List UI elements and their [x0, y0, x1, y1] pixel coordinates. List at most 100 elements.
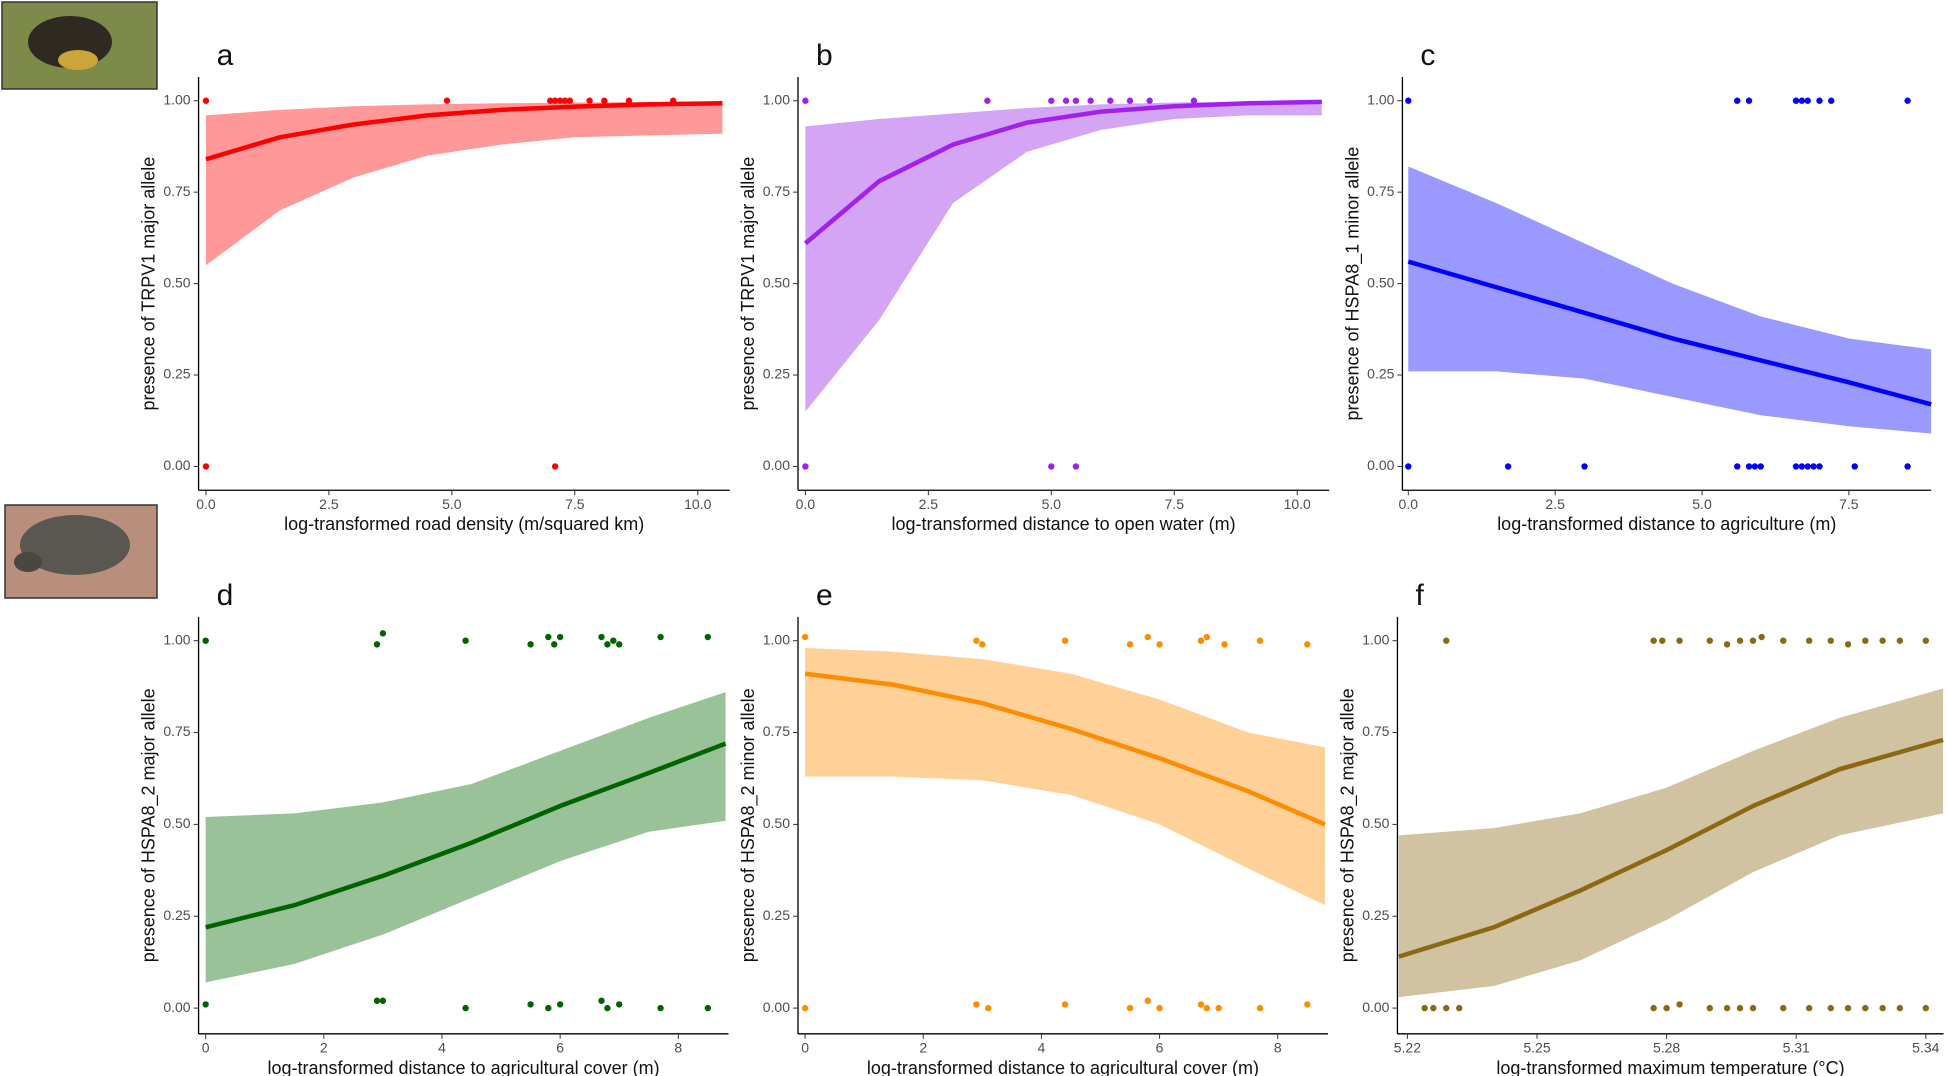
- data-point: [373, 997, 381, 1004]
- panel-letter: b: [816, 39, 833, 72]
- x-tick-label: 7.5: [565, 496, 585, 512]
- data-point: [462, 637, 469, 644]
- x-tick-label: 2: [320, 1040, 328, 1056]
- data-point: [1203, 633, 1211, 641]
- y-tick-label: 1.00: [763, 631, 790, 647]
- data-point: [1792, 463, 1800, 470]
- data-point: [1061, 1001, 1069, 1008]
- data-point: [379, 630, 387, 637]
- y-tick-label: 0.50: [763, 815, 790, 831]
- data-point: [202, 463, 210, 470]
- data-point: [1405, 463, 1412, 470]
- data-point: [802, 463, 809, 470]
- data-point: [1734, 463, 1741, 470]
- data-point: [1816, 97, 1823, 104]
- data-point: [1126, 97, 1134, 104]
- panel: 0.00 0.25 0.50 0.75 1.00 0.0 2.5 5.0 7.5 10.0 log-…: [738, 39, 1330, 534]
- x-tick-label: 5.28: [1653, 1040, 1680, 1056]
- data-point: [545, 633, 552, 641]
- y-tick-label: 0.75: [763, 723, 790, 739]
- data-point: [443, 97, 451, 104]
- y-tick-label: 0.50: [1367, 274, 1394, 290]
- x-tick-label: 6: [1156, 1040, 1164, 1056]
- data-point: [1827, 1004, 1834, 1012]
- x-tick-label: 7.5: [1165, 496, 1185, 512]
- data-point: [1896, 1004, 1904, 1012]
- y-tick-label: 0.00: [1367, 457, 1394, 473]
- y-tick-label: 0.75: [1362, 723, 1389, 739]
- x-tick-label: 4: [1038, 1040, 1046, 1056]
- data-point: [1736, 637, 1744, 644]
- confidence-band: [1408, 166, 1932, 434]
- data-point: [598, 997, 605, 1004]
- data-point: [1757, 463, 1764, 470]
- x-tick-label: 5.0: [442, 496, 462, 512]
- data-point: [1792, 97, 1800, 104]
- y-tick-label: 1.00: [1362, 631, 1389, 647]
- data-point: [545, 1004, 552, 1012]
- x-tick-label: 10.0: [684, 496, 711, 512]
- data-point: [616, 641, 623, 648]
- data-point: [1456, 1004, 1463, 1012]
- y-tick-label: 0.50: [763, 274, 790, 290]
- fit-line: [803, 99, 1322, 246]
- data-point: [801, 633, 809, 641]
- x-axis-title: log-transformed maximum temperature (°C): [1496, 1058, 1844, 1076]
- data-point: [1805, 637, 1813, 644]
- data-point: [1810, 463, 1817, 470]
- data-point: [1072, 97, 1080, 104]
- data-point: [556, 633, 564, 641]
- data-point: [586, 97, 593, 104]
- shell: [20, 515, 130, 575]
- y-tick-label: 0.00: [163, 999, 190, 1015]
- y-axis-title: presence of HSPA8_2 major allele: [1337, 688, 1358, 962]
- y-tick-label: 0.25: [763, 366, 790, 382]
- data-point: [1780, 1004, 1787, 1012]
- data-point: [801, 1004, 809, 1012]
- y-axis-title: presence of HSPA8_1 minor allele: [1342, 147, 1363, 421]
- y-tick-label: 0.75: [763, 183, 790, 199]
- panel-letter: a: [217, 39, 234, 72]
- data-point: [973, 1001, 980, 1008]
- data-point: [1706, 1004, 1713, 1012]
- y-axis-title: presence of HSPA8_2 minor allele: [738, 688, 759, 962]
- x-tick-label: 5.22: [1394, 1040, 1421, 1056]
- confidence-band: [205, 692, 726, 983]
- y-tick-label: 0.00: [763, 457, 790, 473]
- y-axis-title: presence of TRPV1 major allele: [738, 157, 758, 411]
- x-tick-label: 2: [919, 1040, 927, 1056]
- x-tick-label: 0.0: [796, 496, 816, 512]
- data-point: [1421, 1004, 1428, 1012]
- y-tick-label: 0.00: [1362, 999, 1389, 1015]
- confidence-band: [805, 648, 1325, 906]
- data-point: [556, 97, 564, 104]
- data-point: [625, 97, 633, 104]
- data-point: [1062, 97, 1070, 104]
- data-point: [1197, 637, 1205, 644]
- panel-letter: d: [217, 579, 234, 612]
- data-point: [527, 641, 534, 648]
- data-point: [616, 1001, 623, 1008]
- data-point: [1156, 1004, 1163, 1012]
- data-point: [1749, 1004, 1757, 1012]
- data-point: [1745, 463, 1753, 470]
- data-point: [1922, 1004, 1930, 1012]
- data-point: [1723, 1004, 1731, 1012]
- x-tick-label: 0.0: [1399, 496, 1419, 512]
- data-point: [1087, 97, 1094, 104]
- data-point: [1197, 1001, 1205, 1008]
- data-point: [1745, 97, 1753, 104]
- data-point: [1896, 637, 1904, 644]
- x-tick-label: 6: [556, 1040, 564, 1056]
- data-point: [551, 463, 559, 470]
- data-point: [202, 1001, 209, 1008]
- data-point: [1828, 97, 1835, 104]
- data-point: [1816, 463, 1823, 470]
- data-point: [566, 97, 574, 104]
- y-tick-label: 1.00: [163, 631, 190, 647]
- x-tick-label: 8: [674, 1040, 682, 1056]
- y-tick-label: 1.00: [163, 91, 190, 107]
- y-tick-label: 0.25: [163, 907, 190, 923]
- data-point: [1862, 1004, 1869, 1012]
